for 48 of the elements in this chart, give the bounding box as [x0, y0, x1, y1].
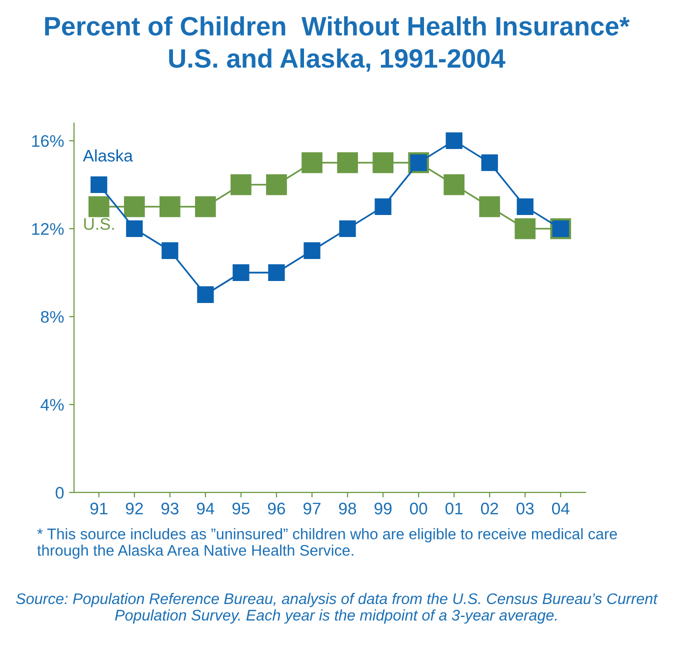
point — [230, 174, 252, 196]
point — [268, 264, 285, 281]
point — [88, 196, 110, 218]
series-label: U.S. — [84, 218, 114, 230]
point — [374, 198, 392, 215]
point — [372, 152, 394, 174]
x-tick-label: 02 — [480, 502, 498, 514]
y-tick-label: 8% — [40, 310, 64, 323]
x-tick-label: 03 — [516, 502, 534, 514]
x-tick-label: 93 — [161, 502, 178, 514]
point — [162, 242, 178, 259]
point — [514, 218, 536, 240]
y-tick-label: 4% — [40, 399, 64, 411]
x-tick-label: 96 — [268, 502, 286, 514]
y-tick-label: 12% — [32, 223, 64, 235]
text: * This source includes as ”uninsured” children who are eligible to receive medical care through the Alaska Area Native Health Service. — [37, 528, 617, 559]
x-tick-label: 00 — [410, 502, 428, 514]
point — [337, 152, 358, 174]
point — [266, 174, 287, 196]
point — [160, 196, 180, 218]
point — [232, 264, 250, 281]
series-label: Alaska — [82, 149, 133, 162]
x-tick-label: 98 — [339, 502, 356, 514]
y-tick-label: 0 — [56, 486, 64, 499]
point — [516, 198, 534, 215]
x-tick-label: 97 — [304, 502, 320, 514]
x-tick-label: 94 — [196, 502, 214, 514]
point — [339, 220, 356, 237]
point — [90, 176, 108, 194]
x-tick-label: 01 — [445, 502, 463, 514]
point — [481, 154, 498, 172]
y-tick-label: 16% — [32, 135, 64, 147]
point — [302, 152, 322, 174]
point — [195, 196, 216, 218]
point — [446, 132, 462, 150]
x-tick-label: 04 — [552, 502, 570, 514]
point — [444, 174, 465, 196]
point — [304, 242, 320, 259]
x-tick-label: 99 — [374, 502, 392, 514]
x-tick-label: 91 — [90, 502, 108, 514]
chart-title: Percent of Children Without Health Insurance* U.S. and Alaska, 1991-2004 — [45, 16, 630, 72]
point — [124, 196, 145, 218]
source-note: Source: Population Reference Bureau, analysis of data from the U.S. Census Bureau’s Current Population Survey. Each year is the midpoint of a 3-year average. — [16, 592, 658, 624]
x-tick-label: 92 — [126, 502, 143, 514]
point — [197, 286, 214, 303]
point — [479, 196, 500, 218]
x-tick-label: 95 — [232, 502, 250, 514]
point — [126, 220, 143, 237]
